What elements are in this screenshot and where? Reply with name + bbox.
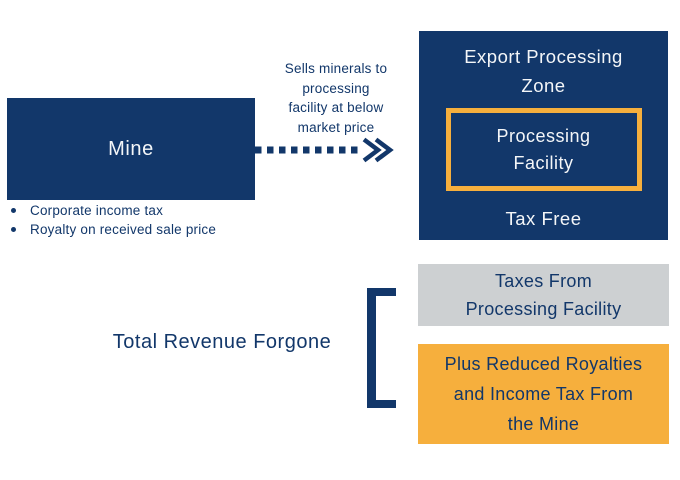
export-processing-zone-box: Export Processing Zone Processing Facili… <box>419 31 668 240</box>
list-item-corporate-income-tax: Corporate income tax <box>8 201 216 220</box>
bracket-icon <box>367 288 396 408</box>
arrow-label: Sells minerals to processing facility at… <box>284 61 388 135</box>
reduced-royalties-income-tax-label: Plus Reduced Royalties and Income Tax Fr… <box>444 354 643 434</box>
epz-title: Export Processing Zone <box>464 46 623 96</box>
reduced-royalties-income-tax-box: Plus Reduced Royalties and Income Tax Fr… <box>418 344 669 444</box>
total-revenue-forgone-label: Total Revenue Forgone <box>112 331 332 353</box>
taxes-from-processing-facility-box: Taxes From Processing Facility <box>418 264 669 326</box>
processing-facility-label: Processing Facility <box>496 125 591 173</box>
mine-label: Mine <box>108 137 154 160</box>
chevron-icon <box>362 137 382 163</box>
tax-free-label: Tax Free <box>505 208 582 229</box>
mine-box: Mine <box>7 98 255 200</box>
mine-tax-list: Corporate income tax Royalty on received… <box>8 201 216 239</box>
taxes-from-processing-facility-label: Taxes From Processing Facility <box>465 271 622 319</box>
dotted-arrow <box>255 137 394 163</box>
list-item-royalty: Royalty on received sale price <box>8 220 216 239</box>
chevron-icon <box>374 137 394 163</box>
processing-facility-box: Processing Facility <box>445 108 642 191</box>
